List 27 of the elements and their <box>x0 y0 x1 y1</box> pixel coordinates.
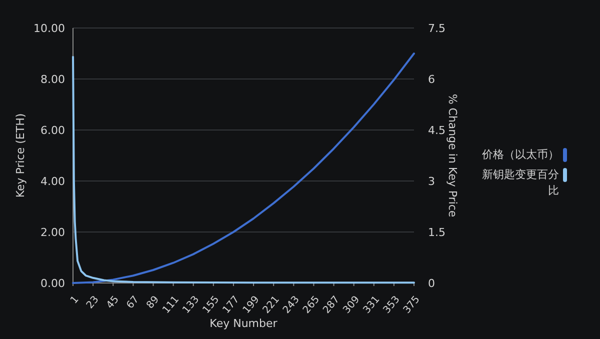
x-tick-label: 221 <box>261 294 282 316</box>
y2-tick-label: 4.5 <box>428 124 446 137</box>
x-tick-label: 67 <box>124 294 142 312</box>
x-tick-label: 331 <box>361 294 382 316</box>
y2-tick-label: 7.5 <box>428 22 446 35</box>
y-tick-label: 6.00 <box>40 124 65 137</box>
y2-tick-label: 6 <box>428 73 435 86</box>
y-tick-label: 2.00 <box>40 226 65 239</box>
y-tick-label: 10.00 <box>34 22 65 35</box>
x-tick-label: 1 <box>68 294 82 306</box>
y-tick-label: 8.00 <box>40 73 65 86</box>
x-tick-label: 45 <box>104 294 122 312</box>
y2-tick-label: 0 <box>428 277 435 290</box>
x-tick-label: 23 <box>84 294 102 312</box>
x-tick-label: 199 <box>241 294 262 316</box>
y2-tick-label: 1.5 <box>428 226 446 239</box>
y2-axis-title: % Change in Key Price <box>446 94 459 218</box>
x-tick-label: 133 <box>180 294 202 316</box>
y2-tick-label: 3 <box>428 175 435 188</box>
legend-label: 价格（以太币） <box>481 148 559 161</box>
x-axis-title: Key Number <box>210 317 278 330</box>
x-tick-label: 111 <box>160 294 182 316</box>
legend-label: 新钥匙变更百分比 <box>482 168 559 197</box>
y-axis-title: Key Price (ETH) <box>14 113 27 198</box>
y-tick-label: 4.00 <box>40 175 65 188</box>
y-tick-label: 0.00 <box>40 277 65 290</box>
x-tick-label: 89 <box>144 294 162 312</box>
